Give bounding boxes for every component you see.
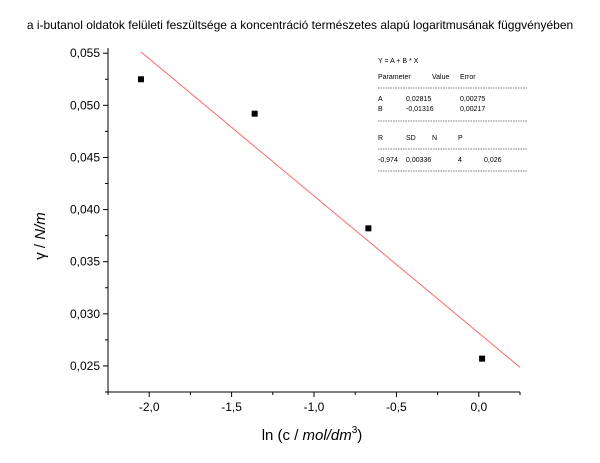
stat-p-value: 0,026 — [484, 157, 502, 164]
chart-title: a i-butanol oldatok felületi feszültsége… — [26, 18, 574, 32]
fit-line-group — [140, 51, 521, 368]
data-point — [365, 225, 372, 232]
y-tick-label: 0,040 — [70, 203, 100, 217]
x-tick-label: -1,5 — [221, 400, 242, 414]
param-header-value: Value — [432, 74, 449, 81]
y-tick-label: 0,035 — [70, 255, 100, 269]
x-tick-label: -2,0 — [139, 400, 160, 414]
data-point — [479, 355, 486, 362]
y-axis-title: γ / N/m — [32, 212, 49, 260]
stat-r-value: -0,974 — [378, 157, 398, 164]
axes: 0,025 0,030 0,035 0,040 0,045 0,050 0,055 -2,0 -… — [70, 46, 521, 414]
y-tick-label: 0,050 — [70, 98, 100, 112]
param-header-error: Error — [460, 74, 476, 81]
fit-results-box: Y = A + B * X Parameter Value Error A 0,… — [378, 58, 528, 172]
x-tick-label: 0,0 — [470, 400, 487, 414]
fit-equation: Y = A + B * X — [378, 58, 419, 65]
y-tick-label: 0,025 — [70, 359, 100, 373]
y-tick-label: 0,045 — [70, 150, 100, 164]
stat-header-sd: SD — [406, 135, 416, 142]
y-tick-label: 0,055 — [70, 46, 100, 60]
data-points — [137, 76, 486, 362]
stat-header-p: P — [458, 135, 463, 142]
stat-n-value: 4 — [458, 157, 462, 164]
param-a-name: A — [378, 96, 383, 103]
stat-header-r: R — [378, 135, 383, 142]
x-tick-label: -1,0 — [304, 400, 325, 414]
y-tick-label: 0,030 — [70, 307, 100, 321]
data-point — [251, 110, 258, 117]
data-point — [137, 76, 144, 83]
fit-line — [140, 51, 521, 368]
param-b-value: -0,01316 — [406, 106, 434, 113]
param-header-parameter: Parameter — [378, 74, 411, 81]
stat-header-n: N — [432, 135, 437, 142]
x-tick-label: -0,5 — [386, 400, 407, 414]
param-b-name: B — [378, 106, 383, 113]
param-a-value: 0,02815 — [406, 96, 431, 103]
x-axis-title: ln (c / mol/dm3) — [262, 425, 363, 444]
param-a-error: 0,00275 — [460, 96, 485, 103]
stat-sd-value: 0,00336 — [406, 157, 431, 164]
param-b-error: 0,00217 — [460, 106, 485, 113]
